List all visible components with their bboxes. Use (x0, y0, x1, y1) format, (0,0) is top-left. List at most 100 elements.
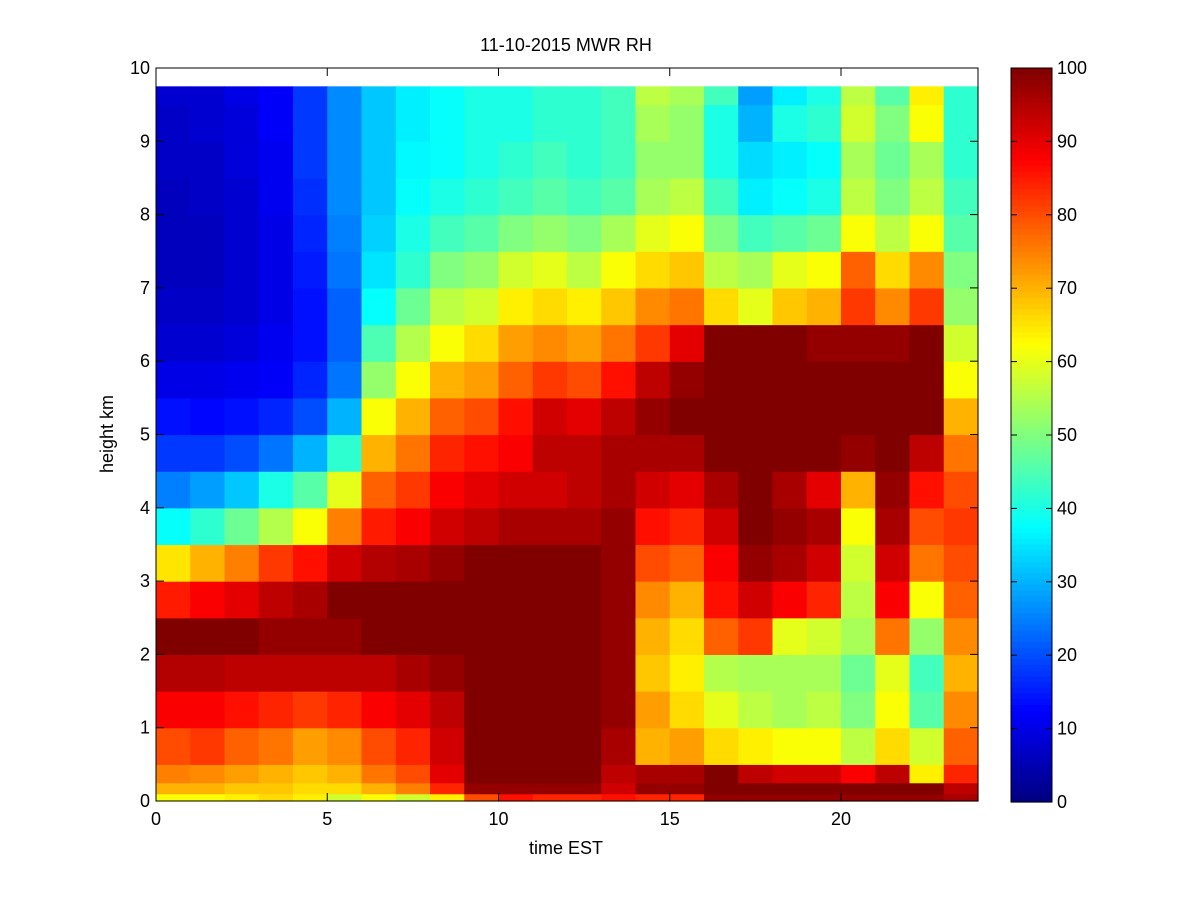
heatmap-cell (464, 434, 500, 472)
heatmap-cell (806, 617, 842, 655)
colorbar-band (1011, 796, 1052, 803)
heatmap-cell (258, 287, 294, 326)
heatmap-cell (738, 361, 774, 399)
heatmap-cell (909, 141, 945, 179)
heatmap-cell (738, 397, 774, 436)
heatmap-cell (669, 287, 705, 326)
heatmap-cell (635, 397, 671, 436)
colorbar-band (1011, 262, 1052, 270)
heatmap-cell (841, 727, 876, 765)
heatmap-cell (532, 617, 568, 655)
heatmap-cell (635, 324, 671, 362)
heatmap-cell (772, 617, 808, 655)
heatmap-cell (327, 434, 363, 472)
heatmap-cell (669, 104, 705, 142)
heatmap-cell (704, 727, 739, 765)
heatmap-cell (772, 793, 808, 802)
heatmap-cell (361, 581, 397, 619)
heatmap-cell (772, 104, 808, 142)
colorbar-band (1011, 331, 1052, 339)
heatmap-cell (395, 544, 431, 582)
heatmap-cell (258, 581, 294, 619)
colorbar-band (1011, 154, 1052, 161)
heatmap-cell (841, 287, 876, 326)
heatmap-cell (464, 782, 500, 795)
heatmap-cell (635, 727, 671, 765)
heatmap-cell (361, 617, 397, 655)
heatmap-cell (669, 544, 705, 582)
heatmap-cell (498, 324, 534, 362)
heatmap-cell (875, 86, 911, 106)
heatmap-cell (224, 793, 260, 802)
heatmap-cell (498, 507, 534, 546)
heatmap-cell (567, 141, 602, 179)
heatmap-cell (806, 434, 842, 472)
heatmap-cell (567, 727, 602, 765)
heatmap-cell (464, 177, 500, 216)
heatmap-cell (190, 397, 226, 436)
heatmap-cell (841, 86, 876, 106)
heatmap-cell (430, 397, 465, 436)
colorbar-band (1011, 503, 1052, 511)
y-tick-label: 10 (130, 58, 150, 78)
heatmap-cell (567, 782, 602, 795)
heatmap-cell (738, 214, 774, 252)
heatmap-cell (669, 251, 705, 289)
heatmap-cell (532, 104, 568, 142)
heatmap-cell (635, 617, 671, 655)
heatmap-cell (327, 287, 363, 326)
heatmap-cell (669, 691, 705, 729)
colorbar-band (1011, 394, 1052, 402)
heatmap-cell (567, 177, 602, 216)
heatmap-cell (806, 177, 842, 216)
colorbar-tick-label: 10 (1057, 719, 1077, 739)
heatmap-cell (772, 782, 808, 795)
colorbar-band (1011, 641, 1052, 648)
heatmap-cell (875, 691, 911, 729)
heatmap-cell (224, 397, 260, 436)
colorbar-band (1011, 366, 1052, 373)
heatmap-cell (464, 86, 500, 106)
heatmap-cell (772, 287, 808, 326)
colorbar-band (1011, 165, 1052, 172)
colorbar-band (1011, 274, 1052, 281)
colorbar-band (1011, 790, 1052, 797)
heatmap-cell (190, 86, 226, 106)
heatmap-cell (156, 793, 191, 802)
colorbar-tick-label: 90 (1057, 131, 1077, 151)
heatmap-cell (909, 617, 945, 655)
heatmap-cell (704, 782, 739, 795)
heatmap-cell (567, 324, 602, 362)
heatmap-cell (806, 214, 842, 252)
colorbar-band (1011, 314, 1052, 321)
colorbar-band (1011, 652, 1052, 660)
heatmap-cell (327, 654, 363, 692)
colorbar-tick-label: 60 (1057, 352, 1077, 372)
heatmap-cell (943, 654, 979, 692)
y-axis: 0 1 2 3 4 5 6 7 8 9 10 (130, 58, 978, 811)
heatmap-cell (567, 471, 602, 509)
colorbar-band (1011, 205, 1052, 212)
colorbar-band (1011, 584, 1052, 591)
heatmap-cell (224, 287, 260, 326)
colorbar-band (1011, 779, 1052, 786)
heatmap-cell (635, 581, 671, 619)
heatmap-cell (293, 617, 328, 655)
colorbar-band (1011, 624, 1052, 631)
heatmap-cell (190, 544, 226, 582)
colorbar-band (1011, 222, 1052, 230)
colorbar-band (1011, 681, 1052, 688)
heatmap-cell (464, 361, 500, 399)
heatmap-cell (293, 764, 328, 784)
colorbar-band (1011, 446, 1052, 453)
colorbar-band (1011, 234, 1052, 241)
colorbar-band (1011, 211, 1052, 218)
heatmap-cell (156, 727, 191, 765)
x-axis: 0 5 10 15 20 (151, 68, 851, 829)
heatmap-cell (841, 793, 876, 802)
heatmap-cell (464, 544, 500, 582)
heatmap-cell (430, 324, 465, 362)
heatmap-cell (464, 141, 500, 179)
heatmap-cell (361, 764, 397, 784)
colorbar-band (1011, 498, 1052, 505)
